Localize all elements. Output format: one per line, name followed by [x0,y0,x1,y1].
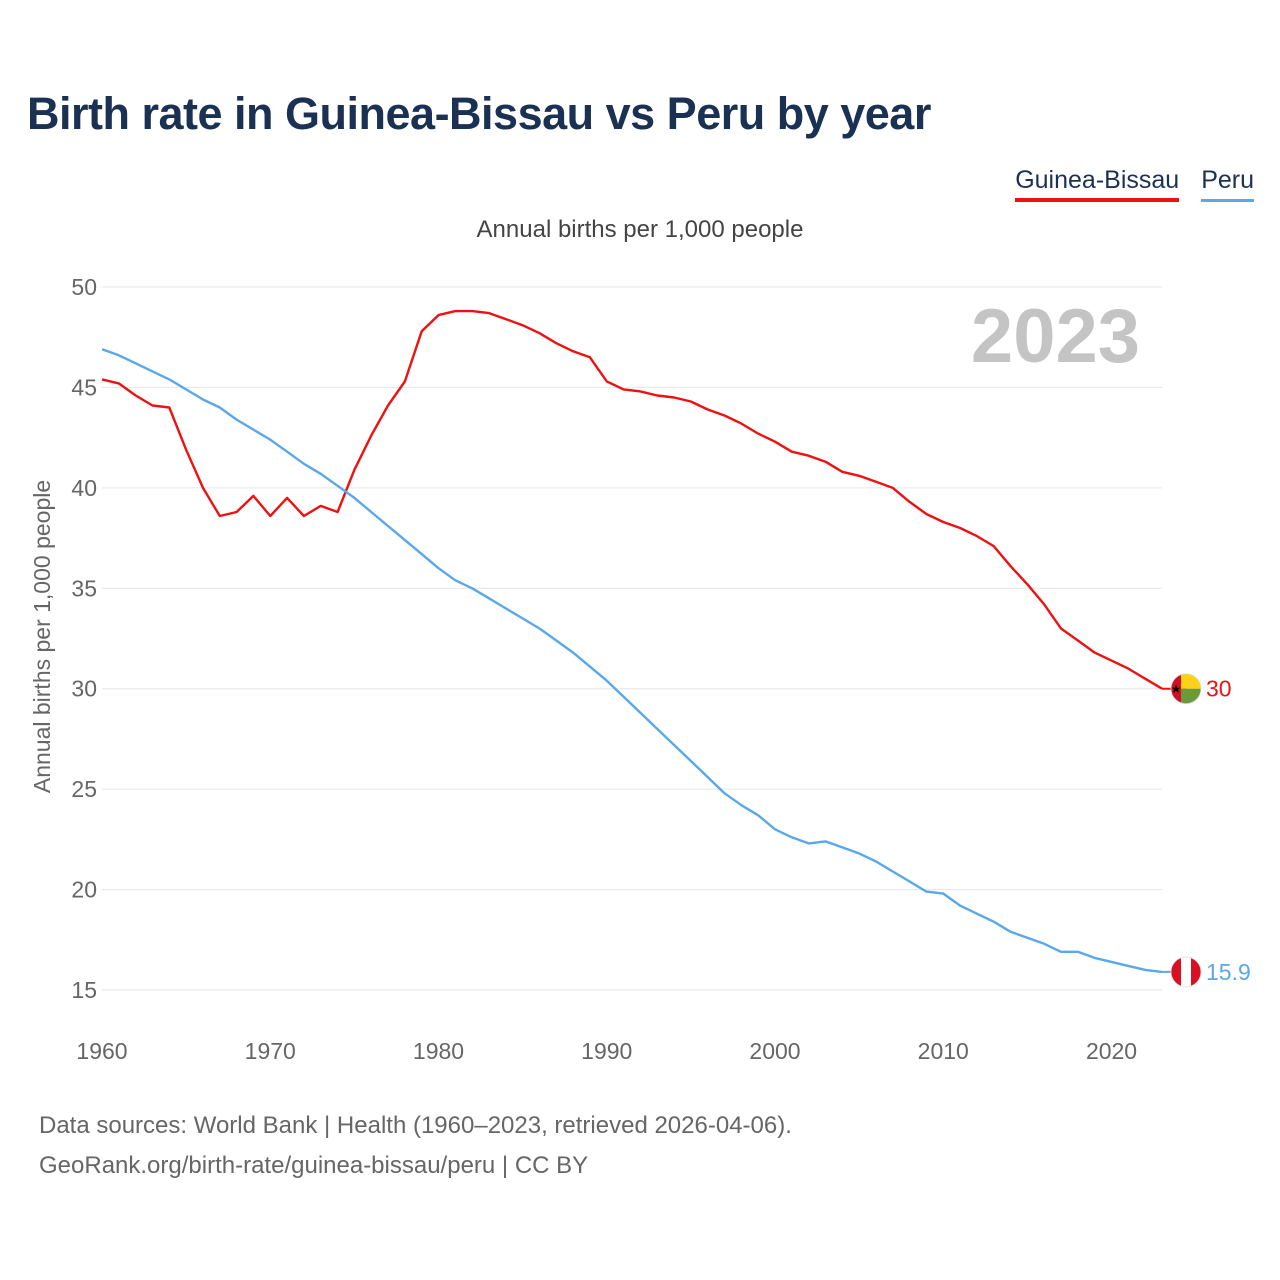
x-tick-label: 2020 [1086,1038,1137,1064]
y-tick-label: 15 [71,977,97,1003]
x-tick-label: 1980 [413,1038,464,1064]
peru-flag-icon [1170,956,1202,988]
gridlines [102,286,1162,991]
y-tick-label: 25 [71,776,97,802]
source-note: Data sources: World Bank | Health (1960–… [39,1106,792,1186]
series-line-guinea-bissau [101,309,1163,690]
x-axis-ticks: 1960 1970 1980 1990 2000 2010 2020 [76,1038,1137,1064]
y-tick-label: 20 [71,877,97,903]
y-tick-label: 40 [71,475,97,501]
x-tick-label: 2010 [918,1038,969,1064]
guinea-bissau-flag-icon [1170,673,1202,705]
chart-subtitle: Annual births per 1,000 people [476,216,804,243]
chart-title: Birth rate in Guinea-Bissau vs Peru by y… [27,88,931,139]
y-tick-label: 35 [71,575,97,601]
legend-item-guinea-bissau[interactable]: Guinea-Bissau [1015,166,1180,202]
legend-item-peru[interactable]: Peru [1201,166,1254,202]
x-tick-label: 1970 [245,1038,296,1064]
x-tick-label: 2000 [749,1038,800,1064]
y-tick-label: 45 [71,374,97,400]
y-axis-label: Annual births per 1,000 people [29,480,55,793]
y-axis-ticks: 15 20 25 30 35 40 45 50 [71,274,97,1003]
y-tick-label: 50 [71,274,97,300]
legend: Guinea-Bissau Peru [1015,166,1254,202]
series-end-markers: 30 15.9 [1162,673,1251,988]
y-tick-label: 30 [71,676,97,702]
year-watermark: 2023 [971,294,1140,379]
source-line-1: Data sources: World Bank | Health (1960–… [39,1112,792,1139]
end-value-label: 15.9 [1206,959,1251,985]
x-tick-label: 1990 [581,1038,632,1064]
series-line-peru [101,348,1163,974]
series-lines [101,309,1163,974]
source-line-2: GeoRank.org/birth-rate/guinea-bissau/per… [39,1152,589,1179]
x-tick-label: 1960 [76,1038,127,1064]
end-value-label: 30 [1206,676,1232,702]
